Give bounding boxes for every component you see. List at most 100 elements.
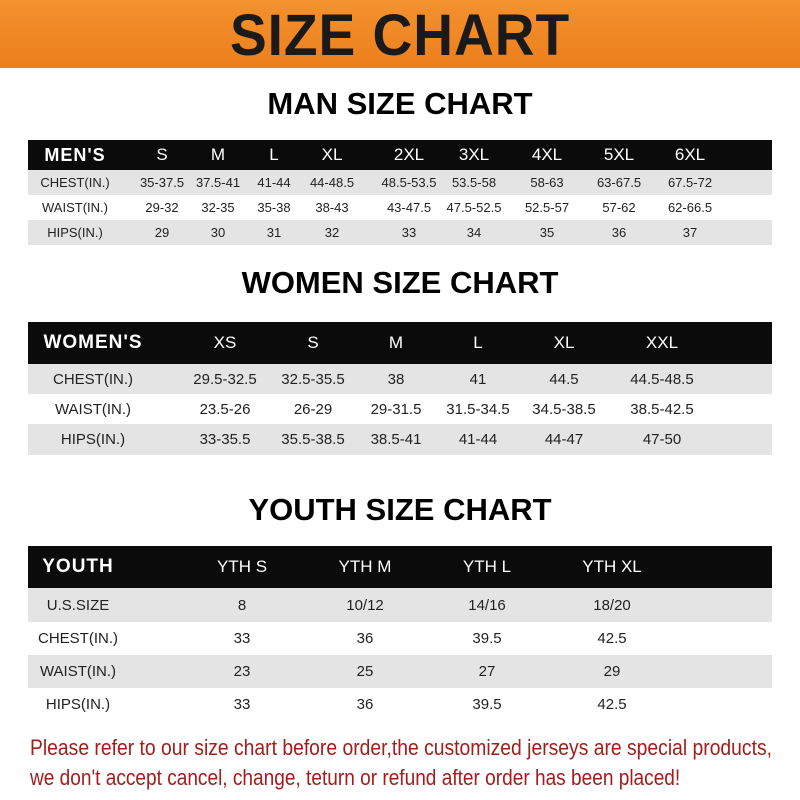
value-cell: 42.5: [597, 695, 627, 713]
size-header-cell: YTH L: [462, 557, 512, 576]
value-cell: 18/20: [593, 596, 631, 614]
value-cell: 62-66.5: [667, 200, 713, 215]
value-cell: 32.5-35.5: [281, 370, 345, 388]
size-header-cell: 3XL: [458, 145, 490, 164]
value-cell: 33: [401, 225, 417, 240]
value-cell: 38-43: [315, 200, 349, 215]
value-cell: 8: [237, 596, 247, 614]
table-title-cell: YOUTH: [42, 556, 114, 577]
measurement-label: CHEST(IN.): [38, 630, 118, 647]
size-header-cell: 2XL: [393, 145, 425, 164]
women-section-title: WOMEN SIZE CHART: [241, 265, 559, 300]
value-cell: 32: [324, 225, 340, 240]
measurement-label: CHEST(IN.): [40, 175, 110, 190]
value-cell: 47-50: [642, 431, 682, 448]
value-cell: 57-62: [602, 200, 636, 215]
value-cell: 10/12: [346, 596, 384, 614]
value-cell: 33: [233, 630, 251, 647]
table-title-cell: MEN'S: [44, 144, 106, 165]
value-cell: 52.5-57: [524, 200, 570, 215]
value-cell: 35-38: [257, 200, 291, 215]
value-cell: 29.5-32.5: [193, 370, 257, 388]
value-cell: 41-44: [257, 175, 291, 190]
value-cell: 48.5-53.5: [381, 175, 437, 190]
value-cell: 47.5-52.5: [446, 200, 502, 215]
size-header-cell: YTH XL: [582, 557, 642, 576]
table-row: WAIST(IN.) 23 25 27 29: [28, 655, 772, 688]
size-header-cell: L: [473, 333, 483, 352]
value-cell: 27: [478, 663, 496, 680]
banner-title: SIZE CHART: [229, 3, 571, 68]
value-cell: 23.5-26: [199, 400, 251, 418]
size-header-cell: M: [388, 333, 404, 352]
measurement-label: WAIST(IN.): [39, 663, 117, 680]
size-header-cell: XXL: [645, 333, 679, 352]
value-cell: 14/16: [468, 596, 506, 614]
value-cell: 44.5-48.5: [630, 370, 694, 388]
notice-line-1: Please refer to our size chart before or…: [30, 735, 772, 760]
value-cell: 41-44: [458, 431, 498, 448]
measurement-label: U.S.SIZE: [46, 596, 110, 614]
table-row: HIPS(IN.) 29 30 31 32 33 34 35 36 37: [28, 220, 772, 245]
size-header-cell: YTH M: [338, 557, 392, 576]
table-row: HIPS(IN.) 33-35.5 35.5-38.5 38.5-41 41-44 44-…: [28, 424, 772, 455]
size-header-cell: YTH S: [216, 557, 268, 576]
size-header-cell: XL: [553, 333, 575, 352]
table-row: HIPS(IN.) 33 36 39.5 42.5: [28, 688, 772, 720]
value-cell: 33: [233, 695, 251, 713]
value-cell: 44-48.5: [309, 175, 355, 190]
table-row: U.S.SIZE 8 10/12 14/16 18/20: [28, 588, 772, 622]
measurement-label: HIPS(IN.): [47, 225, 103, 240]
value-cell: 31: [266, 225, 282, 240]
value-cell: 36: [356, 630, 374, 647]
table-title-cell: WOMEN'S: [43, 332, 143, 353]
table-row: CHEST(IN.) 29.5-32.5 32.5-35.5 38 41 44.5 44.5…: [28, 364, 772, 394]
value-cell: 38.5-41: [370, 431, 422, 448]
value-cell: 29-32: [145, 200, 179, 215]
value-cell: 26-29: [293, 400, 333, 418]
value-cell: 34: [466, 225, 482, 240]
value-cell: 39.5: [472, 695, 502, 713]
value-cell: 23: [233, 663, 251, 680]
notice: Please refer to our size chart before or…: [30, 733, 790, 795]
size-header-cell: S: [307, 333, 319, 352]
value-cell: 29: [154, 225, 170, 240]
value-cell: 58-63: [530, 175, 564, 190]
value-cell: 42.5: [597, 630, 627, 647]
youth-header-row: YOUTH YTH S YTH M YTH L YTH XL: [28, 546, 772, 588]
value-cell: 53.5-58: [451, 175, 497, 190]
value-cell: 32-35: [201, 200, 235, 215]
value-cell: 44-47: [544, 431, 584, 448]
value-cell: 31.5-34.5: [446, 400, 510, 418]
notice-line-2: we don't accept cancel, change, teturn o…: [30, 765, 681, 790]
size-header-cell: XS: [213, 333, 237, 352]
size-header-cell: 5XL: [603, 145, 635, 164]
size-header-cell: 6XL: [674, 145, 706, 164]
value-cell: 41: [469, 370, 487, 388]
value-cell: 35-37.5: [139, 175, 185, 190]
women-header-row: WOMEN'S XS S M L XL XXL: [28, 322, 772, 364]
value-cell: 25: [356, 663, 374, 680]
measurement-label: WAIST(IN.): [42, 200, 108, 215]
measurement-label: HIPS(IN.): [45, 695, 111, 713]
value-cell: 36: [611, 225, 627, 240]
size-header-cell: L: [269, 145, 279, 164]
men-section-title: MAN SIZE CHART: [267, 86, 533, 121]
value-cell: 30: [210, 225, 226, 240]
measurement-label: HIPS(IN.): [60, 431, 126, 448]
value-cell: 63-67.5: [596, 175, 642, 190]
value-cell: 35.5-38.5: [281, 431, 345, 448]
value-cell: 29: [603, 663, 621, 680]
value-cell: 29-31.5: [370, 400, 422, 418]
value-cell: 39.5: [472, 630, 502, 647]
size-header-cell: 4XL: [531, 145, 563, 164]
value-cell: 33-35.5: [199, 431, 251, 448]
table-row: CHEST(IN.) 35-37.5 37.5-41 41-44 44-48.5 48.5…: [28, 170, 772, 195]
measurement-label: CHEST(IN.): [53, 370, 133, 388]
youth-section-title: YOUTH SIZE CHART: [248, 492, 552, 527]
value-cell: 44.5: [549, 370, 579, 388]
size-header-cell: M: [210, 145, 226, 164]
size-header-cell: XL: [321, 145, 343, 164]
value-cell: 36: [356, 695, 374, 713]
table-row: WAIST(IN.) 29-32 32-35 35-38 38-43 43-47.5 47.…: [28, 195, 772, 220]
